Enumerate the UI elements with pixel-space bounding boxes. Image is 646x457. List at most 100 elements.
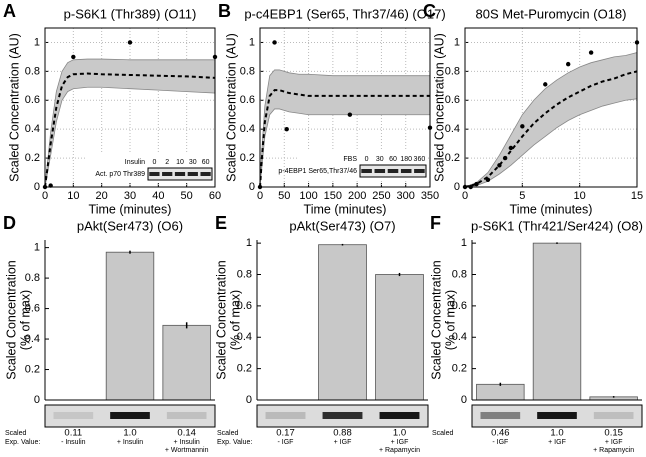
y-tick-label: 0.8 bbox=[237, 268, 252, 280]
y-tick-label: 0.2 bbox=[445, 152, 460, 164]
y-axis-label: (% of max) bbox=[443, 290, 457, 350]
y-tick-label: 0 bbox=[461, 394, 467, 406]
category-label: + IGF bbox=[334, 439, 352, 446]
chart-title: pAkt(Ser473) (O6) bbox=[77, 218, 183, 233]
y-tick-label: 0 bbox=[249, 181, 255, 193]
y-tick-label: 0.4 bbox=[445, 123, 460, 135]
y-tick-label: 0.8 bbox=[25, 272, 40, 284]
panel-letter: D bbox=[3, 213, 16, 233]
exp-value: 0.15 bbox=[604, 428, 623, 439]
inset-band bbox=[187, 172, 198, 176]
y-tick-label: 0.6 bbox=[240, 94, 255, 106]
exp-value: 1.0 bbox=[123, 428, 136, 439]
inset-band bbox=[200, 172, 211, 176]
data-point bbox=[127, 40, 133, 45]
bar bbox=[532, 242, 582, 401]
y-tick-label: 0 bbox=[34, 181, 40, 193]
y-axis-label: Scaled Concentration (AU) bbox=[432, 33, 446, 182]
confidence-band bbox=[464, 52, 638, 188]
x-tick-label: 0 bbox=[462, 190, 468, 202]
x-tick-label: 50 bbox=[278, 190, 290, 202]
panel-letter: B bbox=[218, 1, 231, 21]
axes-box bbox=[44, 27, 216, 188]
exp-label: Scaled bbox=[432, 430, 454, 437]
x-tick-label: 0 bbox=[42, 190, 48, 202]
inset-lane-label: 30 bbox=[189, 159, 197, 166]
y-tick-label: 0.4 bbox=[25, 333, 40, 345]
inset-band bbox=[414, 169, 425, 173]
bar bbox=[375, 274, 424, 401]
chart-title: pAkt(Ser473) (O7) bbox=[289, 218, 395, 233]
blot-band bbox=[480, 412, 521, 419]
x-tick-label: 60 bbox=[209, 190, 221, 202]
inset-lane-label: 60 bbox=[202, 159, 210, 166]
y-tick-label: 1 bbox=[246, 237, 252, 249]
data-point bbox=[508, 145, 514, 151]
bar bbox=[105, 251, 155, 401]
inset-lane-label: 0 bbox=[152, 159, 156, 166]
data-point bbox=[485, 177, 491, 182]
y-axis-label: (% of max) bbox=[18, 290, 32, 350]
x-tick-label: 10 bbox=[67, 190, 79, 202]
x-tick-label: 0 bbox=[257, 190, 263, 202]
inset-band bbox=[361, 169, 372, 173]
y-tick-label: 0.4 bbox=[25, 123, 40, 135]
mean-curve bbox=[44, 72, 216, 188]
inset-lane-label: 2 bbox=[165, 159, 169, 166]
exp-value: 0.46 bbox=[491, 428, 510, 439]
axes-box bbox=[464, 27, 638, 188]
x-tick-label: 350 bbox=[421, 190, 439, 202]
category-label: + Wortmannin bbox=[165, 447, 209, 454]
inset-band bbox=[162, 172, 173, 176]
x-axis-label: Time (minutes) bbox=[510, 202, 593, 216]
data-point bbox=[272, 40, 277, 45]
y-axis-label: Scaled Concentration bbox=[4, 260, 18, 380]
x-tick-label: 300 bbox=[397, 190, 415, 202]
category-label: - IGF bbox=[492, 439, 508, 446]
inset-header: FBS bbox=[343, 156, 357, 163]
data-point bbox=[566, 61, 571, 67]
y-tick-label: 0.8 bbox=[25, 65, 40, 77]
x-tick-label: 50 bbox=[181, 190, 193, 202]
x-tick-label: 20 bbox=[96, 190, 108, 202]
inset-lane-label: 180 bbox=[400, 156, 412, 163]
y-tick-label: 0.2 bbox=[237, 363, 252, 375]
panel-letter: A bbox=[3, 1, 16, 21]
category-label: + Insulin bbox=[174, 439, 200, 446]
blot-band bbox=[166, 412, 207, 419]
y-tick-label: 0.8 bbox=[445, 65, 460, 77]
blot-band bbox=[537, 412, 577, 419]
category-label: + IGF bbox=[391, 439, 409, 446]
mean-curve bbox=[259, 89, 430, 188]
blot-band bbox=[379, 412, 420, 419]
data-point bbox=[347, 112, 353, 117]
blot-band bbox=[593, 412, 634, 419]
x-tick-label: 5 bbox=[519, 190, 525, 202]
y-tick-label: 0.6 bbox=[25, 302, 40, 314]
exp-value: 0.14 bbox=[177, 428, 196, 439]
bar bbox=[162, 324, 211, 401]
y-axis-label: (% of max) bbox=[228, 290, 242, 350]
y-tick-label: 0.2 bbox=[452, 363, 467, 375]
mean-curve bbox=[464, 70, 638, 188]
x-axis-label: Time (minutes) bbox=[304, 202, 387, 216]
exp-value: 0.17 bbox=[276, 428, 295, 439]
y-axis-label: Scaled Concentration (AU) bbox=[7, 33, 21, 182]
y-tick-label: 0.6 bbox=[237, 300, 252, 312]
inset-lane-label: 30 bbox=[376, 156, 384, 163]
exp-label: Exp. Value: bbox=[217, 439, 252, 446]
y-tick-label: 0.2 bbox=[25, 363, 40, 375]
blot-band bbox=[322, 412, 363, 419]
category-label: - Insulin bbox=[61, 439, 86, 446]
category-label: + Rapamycin bbox=[379, 447, 420, 454]
y-tick-label: 0.2 bbox=[25, 152, 40, 164]
inset-lane-label: 10 bbox=[176, 159, 184, 166]
inset-band bbox=[174, 172, 186, 176]
exp-value: 0.88 bbox=[333, 428, 352, 439]
x-tick-label: 100 bbox=[299, 190, 317, 202]
inset-band bbox=[387, 169, 399, 173]
data-point bbox=[543, 82, 548, 87]
blot-band bbox=[53, 412, 94, 419]
category-label: + IGF bbox=[605, 439, 623, 446]
